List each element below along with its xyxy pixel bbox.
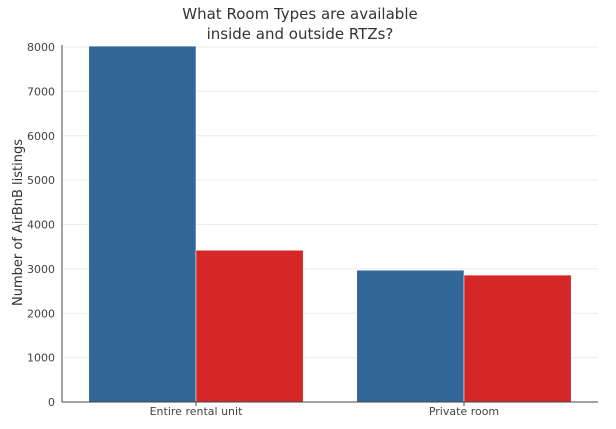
- y-tick-label: 2000: [27, 307, 55, 320]
- x-tick-label: Private room: [429, 405, 499, 418]
- bar: [88, 45, 197, 403]
- bar: [356, 269, 465, 403]
- y-tick-label: 1000: [27, 352, 55, 365]
- x-tick-labels: Entire rental unit Private room: [150, 402, 499, 418]
- y-tick-label: 7000: [27, 85, 55, 98]
- y-tick-label: 0: [48, 396, 55, 409]
- y-tick-label: 4000: [27, 219, 55, 232]
- y-tick-labels: 0 1000 2000 3000 4000 5000 6000 7000 8000: [27, 41, 55, 409]
- y-tick-label: 3000: [27, 263, 55, 276]
- chart-title-line: What Room Types are available: [182, 5, 417, 23]
- y-tick-label: 6000: [27, 130, 55, 143]
- y-tick-label: 8000: [27, 41, 55, 54]
- y-axis-label: Number of AirBnB listings: [11, 139, 26, 306]
- axes: [61, 45, 598, 403]
- y-tick-label: 5000: [27, 174, 55, 187]
- chart-title: What Room Types are available inside and …: [182, 5, 417, 43]
- x-tick-label: Entire rental unit: [150, 405, 243, 418]
- bars: [88, 45, 572, 403]
- bar: [463, 274, 572, 403]
- bar: [195, 249, 304, 403]
- chart-title-line: inside and outside RTZs?: [207, 25, 394, 43]
